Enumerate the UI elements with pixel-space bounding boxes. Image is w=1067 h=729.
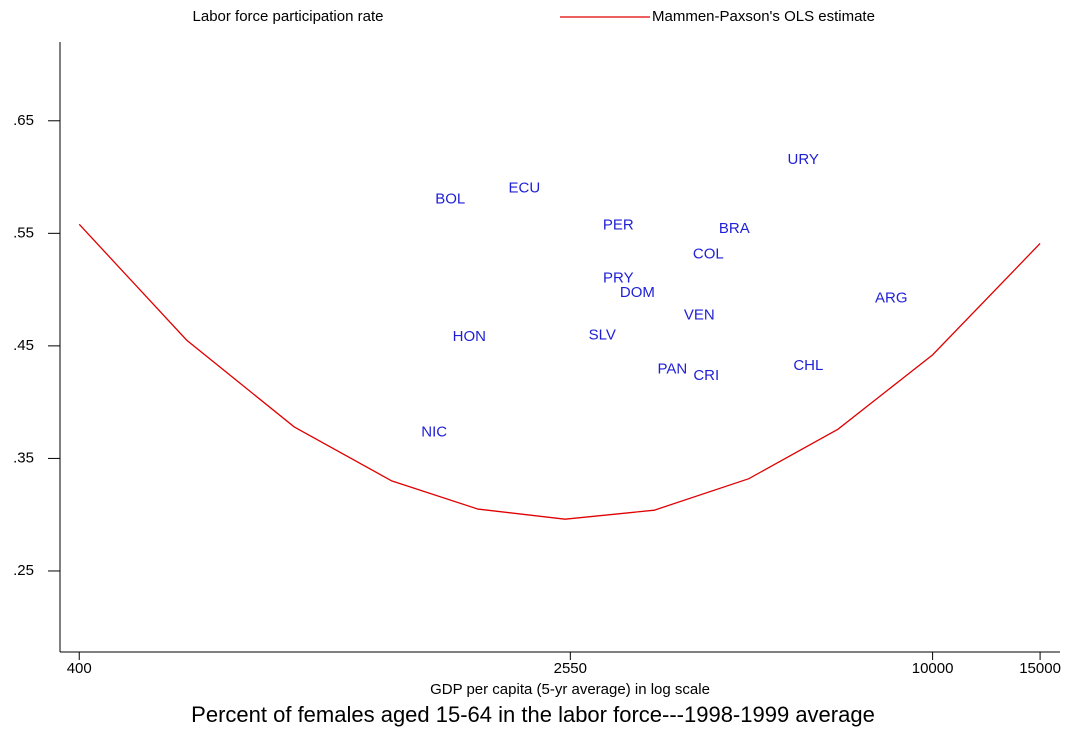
point-label: BRA: [719, 220, 750, 237]
y-tick-label: .35: [13, 449, 34, 466]
y-tick-label: .65: [13, 112, 34, 129]
point-label: ARG: [875, 290, 908, 307]
point-label: PER: [603, 216, 634, 233]
legend-label: Mammen-Paxson's OLS estimate: [652, 8, 875, 25]
point-label: CHL: [793, 357, 823, 374]
point-label: HON: [453, 328, 486, 345]
point-label: SLV: [589, 327, 616, 344]
x-tick-label: 2550: [554, 660, 587, 677]
legend-label: Labor force participation rate: [193, 8, 384, 25]
point-label: NIC: [421, 424, 447, 441]
x-tick-label: 10000: [912, 660, 954, 677]
point-label: ECU: [509, 179, 541, 196]
point-label: PRY: [603, 269, 634, 286]
point-label: BOL: [435, 191, 465, 208]
point-label: DOM: [620, 284, 655, 301]
point-label: PAN: [657, 360, 687, 377]
point-label: CRI: [693, 367, 719, 384]
curve: [78, 223, 1041, 520]
point-label: VEN: [684, 306, 715, 323]
point-label: URY: [788, 151, 819, 168]
y-tick-label: .45: [13, 337, 34, 354]
x-tick-label: 15000: [1019, 660, 1061, 677]
y-tick-label: .25: [13, 562, 34, 579]
point-label: COL: [693, 246, 724, 263]
chart-title: Percent of females aged 15-64 in the lab…: [191, 702, 875, 727]
x-tick-label: 400: [67, 660, 92, 677]
x-axis-label: GDP per capita (5-yr average) in log sca…: [430, 681, 710, 698]
y-tick-label: .55: [13, 224, 34, 241]
